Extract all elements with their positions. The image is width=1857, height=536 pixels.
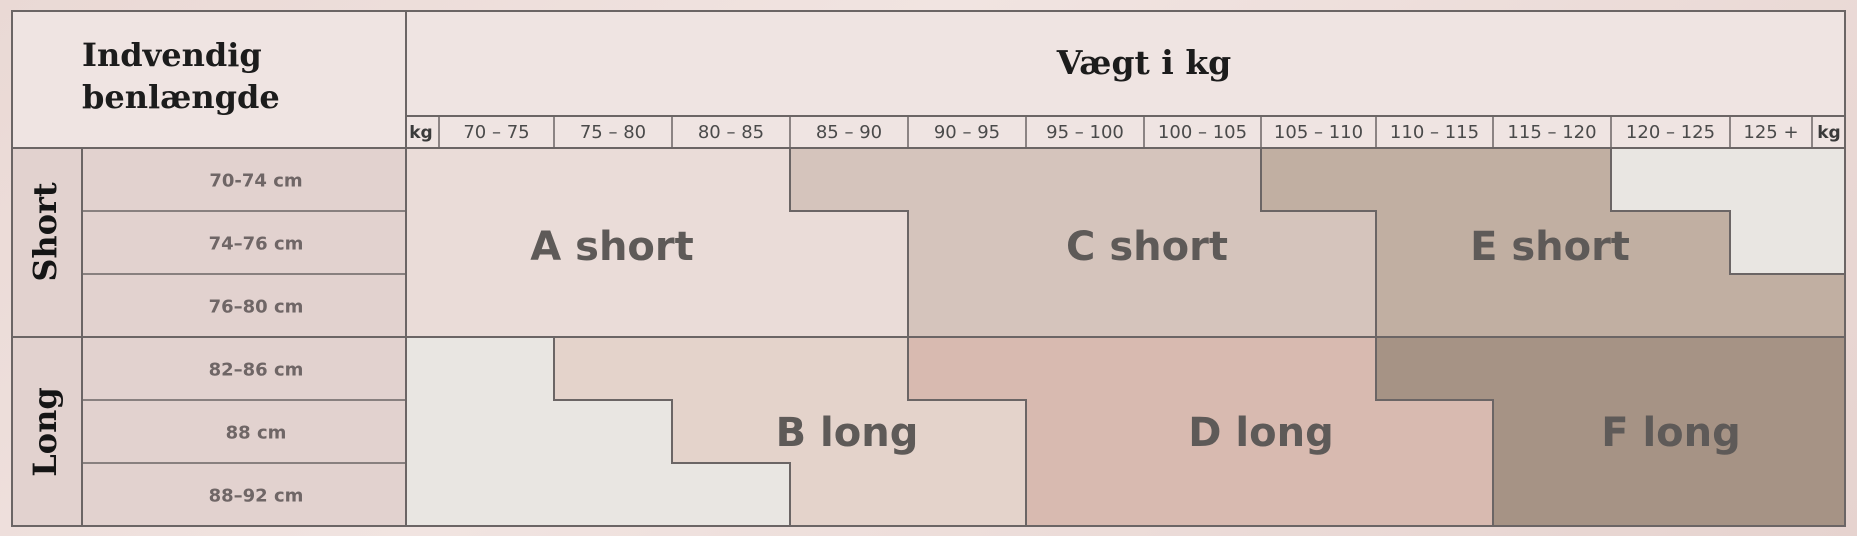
zone-label-e-short: E short [1470, 224, 1630, 270]
table-grid [11, 10, 1846, 527]
zone-label-b-long: B long [776, 410, 919, 456]
leg-length-row-label: 70-74 cm [209, 171, 302, 192]
leg-length-title-line1: Indvendig [82, 36, 262, 74]
weight-range-headers: 70 – 75 75 – 80 80 – 85 85 – 90 90 – 95 95 – … [463, 122, 1798, 143]
zone-label-d-long: D long [1188, 410, 1333, 456]
weight-range-header: 90 – 95 [934, 122, 1000, 143]
outer-border [11, 10, 1846, 527]
weight-range-header: 120 – 125 [1626, 122, 1715, 143]
leg-length-row-label: 76–80 cm [209, 297, 304, 318]
weight-range-header: 70 – 75 [463, 122, 529, 143]
weight-range-header: 125 + [1743, 122, 1798, 143]
weight-range-header: 85 – 90 [816, 122, 882, 143]
leg-length-row-label: 88–92 cm [209, 486, 304, 507]
group-label-long: Long [26, 387, 64, 476]
header-background [12, 11, 1845, 148]
group-label-short: Short [26, 182, 64, 282]
leg-length-title-line2: benlængde [82, 78, 280, 116]
weight-range-header: 115 – 120 [1507, 122, 1596, 143]
weight-range-header: 95 – 100 [1046, 122, 1124, 143]
weight-range-header: 75 – 80 [580, 122, 646, 143]
zone-label-f-long: F long [1601, 410, 1741, 456]
zone-label-c-short: C short [1066, 224, 1228, 270]
weight-range-header: 110 – 115 [1390, 122, 1479, 143]
weight-range-header: 100 – 105 [1158, 122, 1247, 143]
weight-range-header: 80 – 85 [698, 122, 764, 143]
leg-length-row-label: 82–86 cm [209, 360, 304, 381]
weight-title: Vægt i kg [1056, 43, 1232, 82]
kg-label-right: kg [1817, 123, 1840, 143]
leg-length-row-labels: 70-74 cm 74–76 cm 76–80 cm 82–86 cm 88 cm 88–… [209, 171, 304, 507]
leg-length-row-label: 74–76 cm [209, 234, 304, 255]
zone-label-a-short: A short [530, 224, 694, 270]
weight-range-header: 105 – 110 [1274, 122, 1363, 143]
leg-length-row-label: 88 cm [226, 423, 287, 444]
kg-label-left: kg [409, 123, 432, 143]
